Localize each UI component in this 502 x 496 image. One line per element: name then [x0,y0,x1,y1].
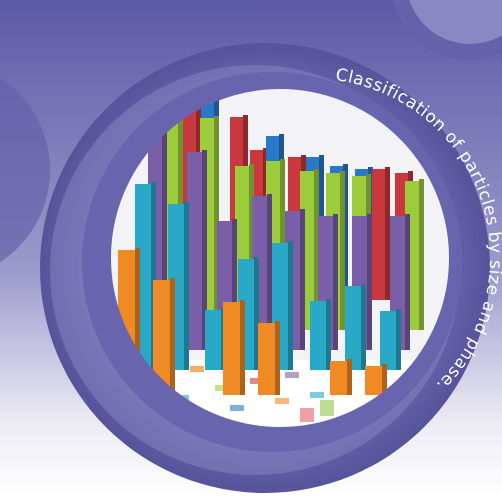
swirl [409,0,502,44]
swirl [0,77,50,263]
inner-edge [105,83,455,433]
